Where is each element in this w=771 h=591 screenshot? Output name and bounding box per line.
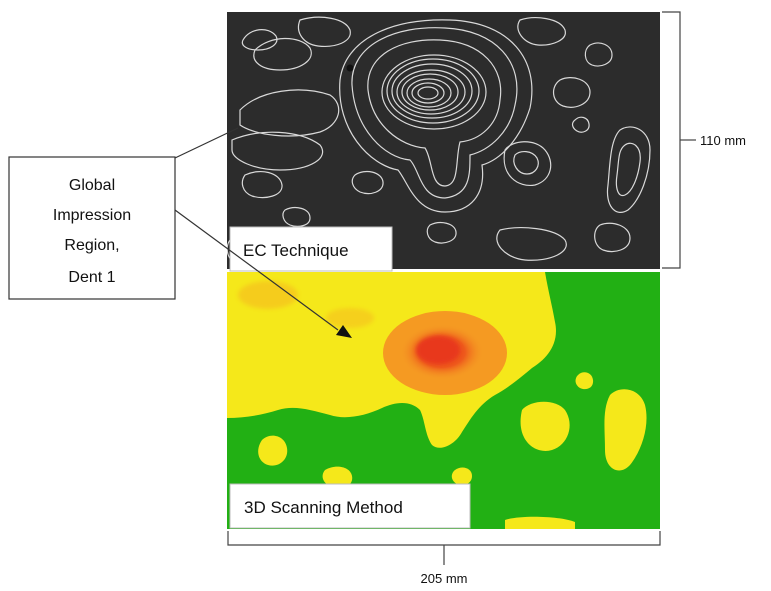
- width-dimension-label: 205 mm: [421, 571, 468, 586]
- callout-box: Global Impression Region, Dent 1: [8, 156, 176, 300]
- ec-technique-label-box: EC Technique: [229, 226, 393, 272]
- height-dimension-label: 110 mm: [700, 133, 746, 148]
- height-bracket: [662, 11, 696, 269]
- faint-orange-patch: [238, 281, 298, 309]
- 3d-scanning-label: 3D Scanning Method: [244, 498, 403, 517]
- callout-line-4: Dent 1: [68, 269, 115, 286]
- red-deviation-center: [416, 336, 460, 364]
- width-bracket: [227, 531, 661, 565]
- faint-orange-patch-2: [326, 308, 374, 328]
- yellow-island-1: [520, 401, 570, 451]
- ec-technique-panel: [227, 12, 660, 269]
- ec-contour-lines: [227, 16, 651, 266]
- ec-dent-marker: [346, 64, 354, 72]
- yellow-island-2: [604, 389, 647, 471]
- callout-line-3: Region,: [64, 237, 119, 254]
- yellow-island-5: [451, 467, 472, 486]
- callout-lines: [174, 127, 339, 331]
- ec-technique-label: EC Technique: [243, 241, 349, 260]
- yellow-island-3: [258, 435, 288, 466]
- yellow-island-4: [575, 372, 594, 390]
- 3d-scanning-label-box: 3D Scanning Method: [229, 483, 471, 529]
- callout-arrowhead: [336, 325, 352, 338]
- callout-line-1: Global: [69, 177, 115, 194]
- yellow-island-7: [322, 466, 353, 488]
- yellow-island-6: [505, 516, 575, 529]
- callout-line-2: Impression: [53, 207, 131, 224]
